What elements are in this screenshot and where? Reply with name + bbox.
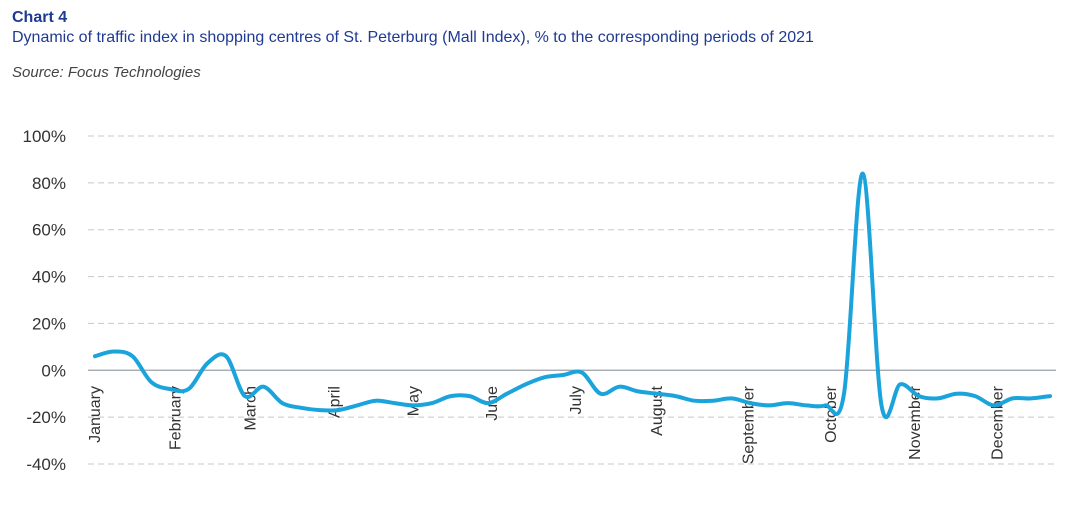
x-tick-label: August <box>649 385 666 435</box>
series-group <box>93 171 1052 419</box>
y-tick-label: 40% <box>32 268 66 287</box>
chart-source: Source: Focus Technologies <box>12 64 201 81</box>
x-tick-label: April <box>327 386 344 418</box>
x-tick-label: November <box>907 385 924 459</box>
y-tick-label: 0% <box>41 361 66 380</box>
y-tick-label: 60% <box>32 221 66 240</box>
x-tick-label: February <box>168 386 185 450</box>
y-tick-label: 80% <box>32 174 66 193</box>
series-line <box>93 171 1052 419</box>
y-axis-ticks: 100% 80% 60% 40% 20% 0% -20% -40% <box>23 127 66 474</box>
x-tick-label: May <box>405 386 422 416</box>
y-tick-label: 20% <box>32 314 66 333</box>
x-tick-label: September <box>741 385 758 464</box>
grid-lines <box>88 135 1056 465</box>
chart-label: Chart 4 <box>12 9 68 26</box>
x-axis-ticks: January February March April May June July Augu… <box>87 385 1007 464</box>
chart-title: Dynamic of traffic index in shopping cen… <box>12 29 814 46</box>
y-tick-label: -40% <box>26 455 66 474</box>
x-tick-label: January <box>87 386 104 443</box>
x-tick-label: December <box>990 385 1007 459</box>
y-tick-label: -20% <box>26 408 66 427</box>
x-tick-label: July <box>568 386 585 414</box>
x-tick-label: October <box>823 385 840 443</box>
chart-header: Chart 4 Dynamic of traffic index in shop… <box>12 8 814 81</box>
y-tick-label: 100% <box>23 127 66 146</box>
